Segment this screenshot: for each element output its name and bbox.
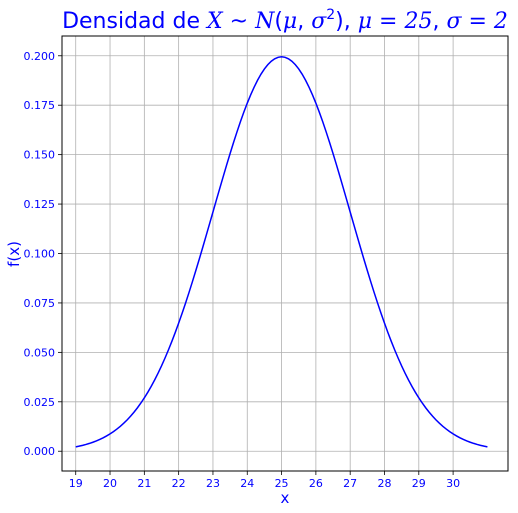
x-axis-label: x <box>281 489 290 507</box>
x-tick-label: 28 <box>377 477 391 490</box>
title-prefix: Densidad de <box>62 9 207 34</box>
x-tick-label: 30 <box>446 477 460 490</box>
density-curve <box>75 56 488 448</box>
x-tick-label: 22 <box>172 477 186 490</box>
x-tick-label: 29 <box>412 477 426 490</box>
y-tick-label: 0.150 <box>24 149 56 162</box>
x-tick-label: 23 <box>206 477 220 490</box>
y-tick-label: 0.050 <box>24 346 56 359</box>
x-axis-ticks: 19 20 21 22 23 24 25 26 27 28 29 30 <box>69 471 460 490</box>
x-tick-label: 25 <box>275 477 289 490</box>
chart-title: Densidad de X ~ N(μ, σ2), μ = 25, σ = 2 <box>62 7 508 34</box>
x-tick-label: 26 <box>309 477 323 490</box>
y-tick-label: 0.100 <box>24 248 56 261</box>
y-axis-label: f(x) <box>5 241 23 267</box>
y-tick-label: 0.200 <box>24 50 56 63</box>
y-tick-label: 0.075 <box>24 297 56 310</box>
grid <box>62 36 508 471</box>
series-layer <box>75 56 488 448</box>
x-tick-label: 20 <box>103 477 117 490</box>
x-tick-label: 24 <box>240 477 254 490</box>
y-tick-label: 0.025 <box>24 396 56 409</box>
x-tick-label: 27 <box>343 477 357 490</box>
y-tick-label: 0.000 <box>24 445 56 458</box>
y-tick-label: 0.175 <box>24 99 56 112</box>
y-tick-label: 0.125 <box>24 198 56 211</box>
y-axis-ticks: 0.000 0.025 0.050 0.075 0.100 0.125 0.150 0.175… <box>24 50 62 458</box>
x-tick-label: 19 <box>69 477 83 490</box>
x-tick-label: 21 <box>137 477 151 490</box>
